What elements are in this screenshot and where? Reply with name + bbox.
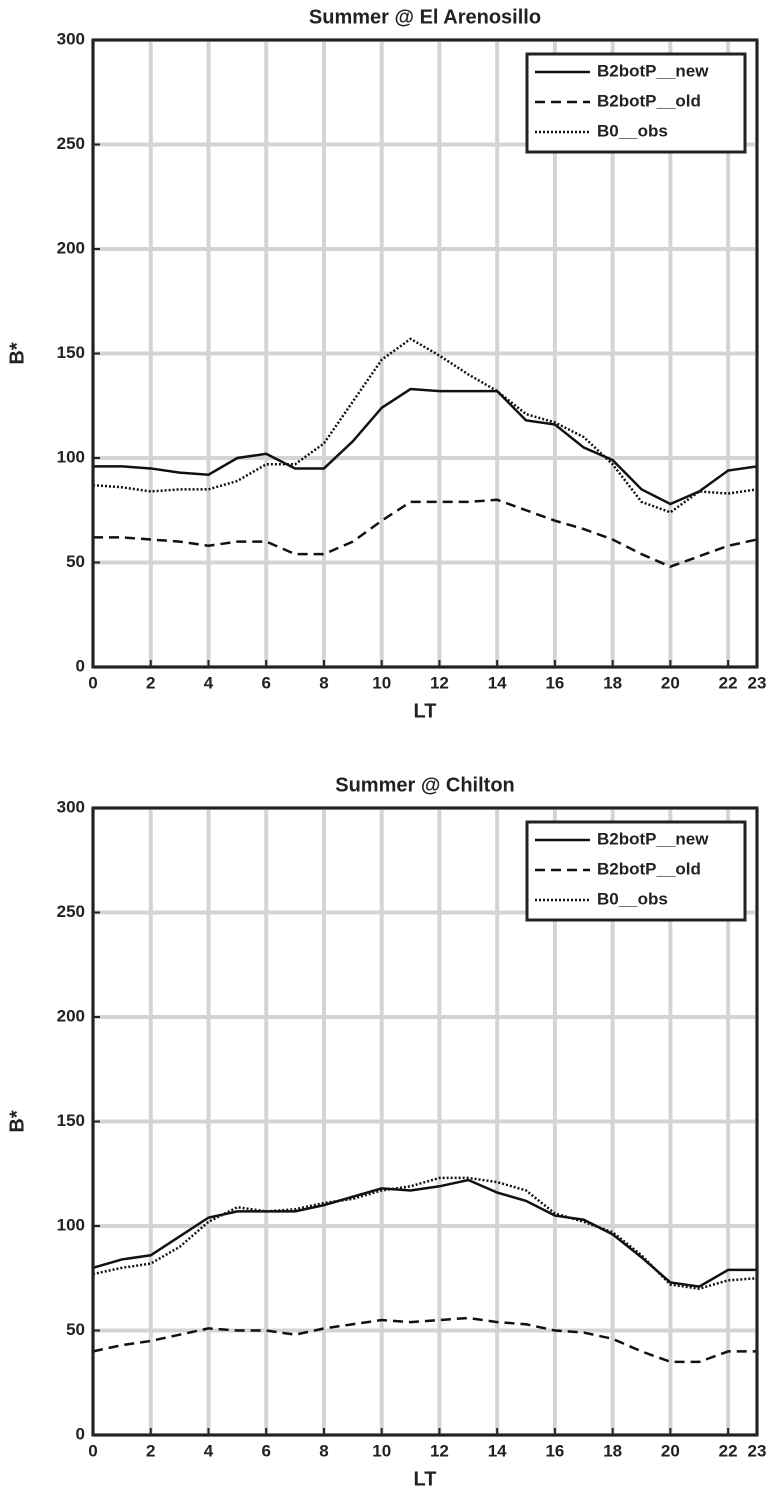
x-tick-label: 2	[146, 1441, 155, 1460]
chart-panel: 0 2 4 6 8 10 12 14 16 18 20 22 23 0 50 100 150 200 250 300 S…	[6, 6, 766, 722]
x-tick-label: 12	[430, 673, 449, 692]
series-line	[92, 1178, 757, 1288]
x-tick-label: 22	[719, 673, 738, 692]
y-tick-label: 150	[57, 343, 85, 362]
series-line	[92, 1316, 757, 1364]
x-tick-label: 0	[88, 673, 97, 692]
y-tick-label: 250	[57, 134, 85, 153]
y-tick-label: 100	[57, 1215, 85, 1234]
x-axis-label: LT	[414, 700, 437, 722]
x-tick-label: 23	[748, 1441, 767, 1460]
series-line	[93, 387, 758, 506]
y-tick-label: 0	[76, 656, 85, 675]
x-tick-label: 6	[261, 673, 270, 692]
y-tick-label: 100	[57, 447, 85, 466]
y-tick-label: 50	[66, 552, 85, 571]
y-axis-label: B*	[6, 1110, 28, 1132]
legend-box	[525, 820, 747, 922]
legend-box	[525, 52, 747, 154]
chart-panel: 0 2 4 6 8 10 12 14 16 18 20 22 23 0 50 100 150 200 250 300 S…	[6, 774, 766, 1490]
x-tick-label: 18	[603, 673, 622, 692]
y-tick-label: 300	[57, 29, 85, 48]
x-tick-label: 4	[204, 1441, 214, 1460]
series-line	[93, 498, 758, 569]
legend: B2botP__new B2botP__old B0__obs	[525, 820, 747, 922]
x-tick-label: 12	[430, 1441, 449, 1460]
x-tick-label: 20	[661, 673, 680, 692]
x-tick-label: 18	[603, 1441, 622, 1460]
legend-label: B0__obs	[597, 889, 668, 908]
legend-label: B2botP__old	[597, 91, 701, 110]
axes-box	[91, 806, 759, 1437]
axes-box	[91, 38, 759, 669]
x-tick-label: 4	[204, 673, 214, 692]
y-tick-label: 150	[57, 1111, 85, 1130]
y-tick-label: 300	[57, 797, 85, 816]
x-tick-label: 0	[88, 1441, 97, 1460]
x-tick-label: 14	[488, 1441, 507, 1460]
x-tick-label: 8	[319, 673, 328, 692]
x-tick-label: 14	[488, 673, 507, 692]
x-tick-label: 8	[319, 1441, 328, 1460]
legend-label: B2botP__new	[597, 61, 709, 80]
legend: B2botP__new B2botP__old B0__obs	[525, 52, 747, 154]
series-line	[92, 337, 758, 514]
x-tick-label: 22	[719, 1441, 738, 1460]
y-tick-label: 200	[57, 1006, 85, 1025]
legend-label: B0__obs	[597, 121, 668, 140]
x-tick-label: 10	[372, 673, 391, 692]
x-tick-label: 20	[661, 1441, 680, 1460]
y-tick-label: 0	[76, 1424, 85, 1443]
y-axis-label: B*	[6, 342, 28, 364]
series-line	[92, 1176, 758, 1290]
y-tick-label: 200	[57, 238, 85, 257]
chart-title: Summer @ El Arenosillo	[309, 6, 541, 28]
chart-title: Summer @ Chilton	[335, 774, 515, 796]
y-tick-label: 50	[66, 1320, 85, 1339]
x-tick-label: 6	[261, 1441, 270, 1460]
y-tick-label: 250	[57, 902, 85, 921]
x-tick-label: 23	[748, 673, 767, 692]
x-tick-label: 2	[146, 673, 155, 692]
x-axis-label: LT	[414, 1468, 437, 1490]
x-tick-label: 10	[372, 1441, 391, 1460]
x-tick-label: 16	[545, 673, 564, 692]
x-tick-label: 16	[545, 1441, 564, 1460]
legend-label: B2botP__old	[597, 859, 701, 878]
legend-label: B2botP__new	[597, 829, 709, 848]
